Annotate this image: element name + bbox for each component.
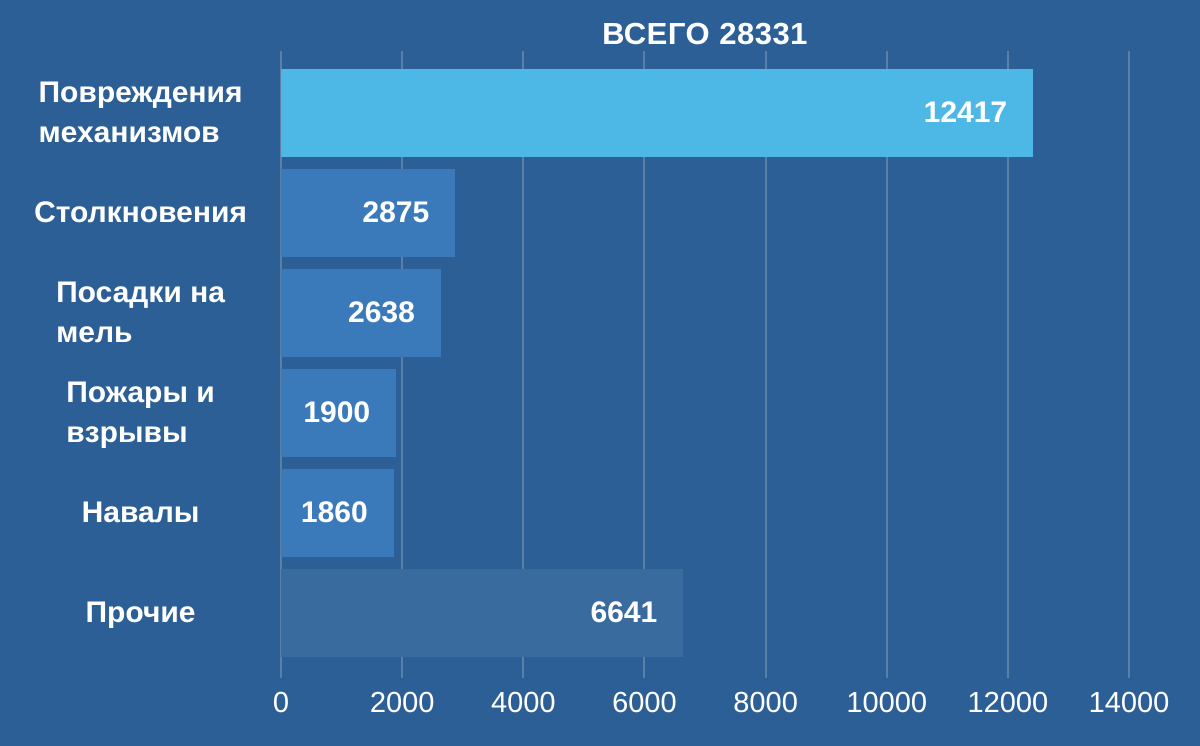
- x-tick-label: 0: [272, 687, 290, 719]
- gridline: [885, 51, 888, 678]
- gridline: [522, 51, 525, 678]
- gridline: [401, 51, 404, 678]
- category-label-row: Прочие: [0, 563, 281, 663]
- bar-value-label: 12417: [923, 96, 1008, 129]
- bar: 12417: [281, 69, 1034, 157]
- bar-value-label: 2875: [362, 196, 430, 229]
- x-tick-label: 8000: [733, 687, 798, 719]
- bar: 2638: [281, 269, 441, 357]
- category-label: Пожары и взрывы: [66, 376, 215, 449]
- x-tick-label: 4000: [491, 687, 556, 719]
- gridline: [643, 51, 646, 678]
- category-label-row: Повреждения механизмов: [0, 63, 281, 163]
- bar-value-label: 2638: [348, 296, 415, 329]
- x-tick-label: 2000: [369, 687, 435, 719]
- x-tick-label: 6000: [612, 687, 677, 719]
- bar: 6641: [281, 569, 684, 657]
- gridline: [1128, 51, 1130, 678]
- gridline: [1006, 51, 1009, 678]
- chart-title: ВСЕГО 28331: [602, 16, 808, 51]
- bar: 1860: [281, 469, 394, 557]
- category-label-row: Посадки на мель: [0, 263, 281, 363]
- category-label: Навалы: [81, 496, 200, 530]
- x-tick-label: 14000: [1088, 687, 1170, 719]
- category-label: Столкновения: [34, 196, 247, 230]
- bar-value-label: 6641: [590, 596, 658, 629]
- category-label: Прочие: [85, 596, 196, 630]
- category-label-row: Столкновения: [0, 163, 281, 263]
- bar: 1900: [281, 369, 397, 457]
- plot-area: 12417 2875 2638 1900 1860 6641: [280, 51, 1130, 678]
- bar-value-label: 1860: [300, 496, 368, 529]
- gridline: [280, 51, 282, 678]
- gridline: [764, 51, 767, 678]
- x-tick-label: 10000: [846, 687, 928, 719]
- bar: 2875: [281, 169, 456, 257]
- category-label-row: Навалы: [0, 463, 281, 563]
- category-label-row: Пожары и взрывы: [0, 363, 281, 463]
- category-label: Посадки на мель: [56, 276, 225, 349]
- bar-value-label: 1900: [303, 396, 371, 429]
- x-tick-label: 12000: [967, 687, 1049, 719]
- category-label: Повреждения механизмов: [38, 76, 243, 149]
